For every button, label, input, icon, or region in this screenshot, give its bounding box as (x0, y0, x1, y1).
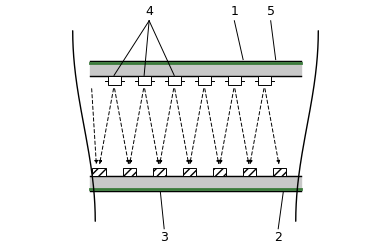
Bar (273, 168, 286, 176)
Bar (243, 168, 256, 176)
Bar (152, 168, 166, 176)
Bar (138, 76, 151, 85)
Text: 1: 1 (230, 5, 238, 18)
Bar (183, 168, 196, 176)
Bar (93, 168, 106, 176)
Bar (122, 168, 136, 176)
Bar (168, 76, 181, 85)
Text: 3: 3 (160, 231, 168, 244)
Text: 5: 5 (267, 5, 275, 18)
Bar (198, 76, 211, 85)
Text: 4: 4 (145, 5, 153, 18)
Text: 2: 2 (274, 231, 282, 244)
Bar (213, 168, 226, 176)
Bar (258, 76, 271, 85)
Bar (228, 76, 241, 85)
Bar (108, 76, 120, 85)
